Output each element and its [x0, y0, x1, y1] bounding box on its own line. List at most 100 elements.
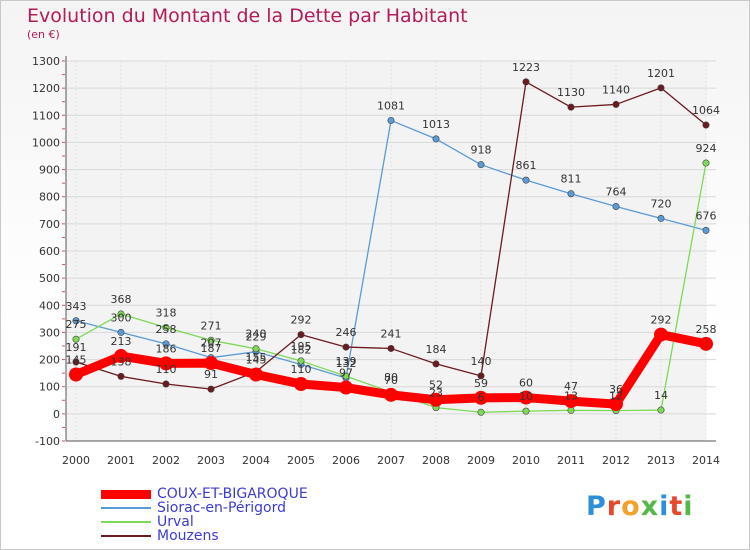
data-point — [204, 356, 218, 371]
data-label: 80 — [384, 371, 398, 384]
data-point — [387, 344, 395, 352]
data-label: 182 — [291, 343, 312, 356]
data-point — [162, 324, 170, 332]
data-point — [567, 190, 575, 198]
data-point — [702, 121, 710, 129]
data-label: 184 — [426, 343, 447, 356]
x-tick-label: 2008 — [422, 454, 450, 467]
y-tick-label: 1100 — [32, 109, 60, 122]
legend-swatch — [101, 507, 151, 509]
data-point — [339, 380, 353, 395]
data-point — [474, 390, 488, 405]
data-point — [477, 408, 485, 416]
data-point — [612, 202, 620, 210]
y-tick-label: 900 — [39, 164, 60, 177]
data-label: 258 — [156, 323, 177, 336]
legend-item: Urval — [101, 515, 308, 529]
data-point — [657, 406, 665, 414]
data-point — [252, 345, 260, 353]
data-point — [72, 317, 80, 325]
y-tick-label: 1000 — [32, 136, 60, 149]
y-tick-label: 100 — [39, 381, 60, 394]
data-point — [432, 135, 440, 143]
data-point — [657, 214, 665, 222]
data-point — [654, 327, 668, 342]
data-label: 811 — [561, 173, 582, 186]
legend-label: Siorac-en-Périgord — [157, 500, 287, 516]
data-label: 207 — [201, 337, 222, 350]
line-chart: -100 0 100 200 300 400 500 600 700 800 900 1000 1100… — [32, 55, 720, 467]
data-label: 240 — [246, 328, 267, 341]
data-label: 292 — [651, 314, 672, 327]
data-label: 91 — [204, 368, 218, 381]
data-label: 1064 — [692, 104, 720, 117]
data-point — [657, 84, 665, 92]
data-label: 861 — [516, 159, 537, 172]
data-label: 36 — [609, 383, 623, 396]
data-label: 764 — [606, 185, 627, 198]
data-label: 70 — [384, 374, 398, 387]
data-label: 318 — [156, 307, 177, 320]
x-tick-label: 2000 — [62, 454, 90, 467]
data-label: 139 — [336, 355, 357, 368]
data-point — [69, 367, 83, 382]
y-tick-label: 400 — [39, 299, 60, 312]
data-point — [522, 407, 530, 415]
data-label: 13 — [564, 389, 578, 402]
x-tick-label: 2010 — [512, 454, 540, 467]
data-label: 59 — [474, 377, 488, 390]
data-point — [72, 358, 80, 366]
data-label: 343 — [66, 300, 87, 313]
data-label: 191 — [66, 341, 87, 354]
legend-item: Siorac-en-Périgord — [101, 501, 308, 515]
data-point — [519, 390, 533, 405]
x-tick-label: 2012 — [602, 454, 630, 467]
data-label: 6 — [478, 391, 485, 404]
data-point — [297, 357, 305, 365]
data-label: 23 — [429, 387, 443, 400]
legend-swatch — [101, 521, 151, 523]
x-tick-label: 2006 — [332, 454, 360, 467]
data-label: 97 — [339, 367, 353, 380]
legend-label: COUX-ET-BIGAROQUE — [157, 486, 308, 502]
x-tick-label: 2013 — [647, 454, 675, 467]
y-tick-label: 0 — [53, 408, 60, 421]
y-tick-label: 700 — [39, 218, 60, 231]
data-label: 271 — [201, 319, 222, 332]
x-tick-label: 2002 — [152, 454, 180, 467]
x-tick-label: 2005 — [287, 454, 315, 467]
data-label: 140 — [471, 355, 492, 368]
data-label: 292 — [291, 314, 312, 327]
x-tick-label: 2014 — [692, 454, 720, 467]
data-label: 213 — [111, 335, 132, 348]
data-label: 52 — [429, 379, 443, 392]
x-tick-label: 2001 — [107, 454, 135, 467]
data-label: 720 — [651, 197, 672, 210]
data-label: 1140 — [602, 83, 630, 96]
data-label: 1223 — [512, 61, 540, 74]
x-tick-label: 2009 — [467, 454, 495, 467]
data-label: 187 — [201, 342, 222, 355]
data-point — [387, 116, 395, 124]
data-label: 138 — [111, 355, 132, 368]
legend-label: Urval — [157, 514, 194, 530]
x-tick-label: 2003 — [197, 454, 225, 467]
data-point — [162, 340, 170, 348]
data-label: 1013 — [422, 118, 450, 131]
data-point — [117, 310, 125, 318]
y-tick-label: 500 — [39, 272, 60, 285]
data-label: 10 — [519, 390, 533, 403]
data-point — [564, 394, 578, 409]
data-point — [702, 159, 710, 167]
data-label: 14 — [654, 389, 668, 402]
data-label: 229 — [246, 331, 267, 344]
data-point — [342, 343, 350, 351]
data-point — [609, 397, 623, 412]
data-point — [342, 372, 350, 380]
data-point — [117, 372, 125, 380]
legend-swatch — [101, 535, 151, 537]
data-point — [477, 372, 485, 380]
data-label: 1081 — [377, 99, 405, 112]
data-label: 924 — [696, 142, 717, 155]
